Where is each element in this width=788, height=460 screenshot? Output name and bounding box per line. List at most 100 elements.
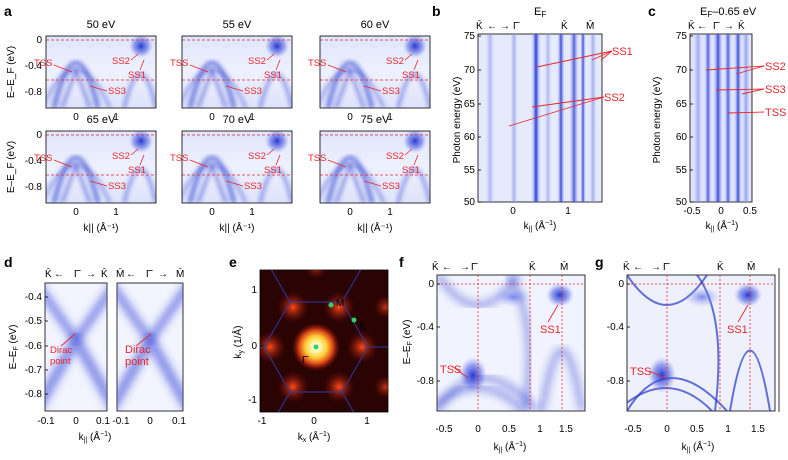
f-xtick-3: 1 (537, 424, 543, 435)
svg-text:→: → (460, 262, 470, 273)
band (539, 347, 585, 411)
c-xtick-2: 0.5 (743, 206, 757, 217)
intensity-stripe (713, 34, 723, 202)
band-cone (60, 66, 92, 108)
ytick-label: 50 (464, 197, 476, 208)
panel-label-e: e (229, 254, 237, 270)
label-ss3: SS3 (244, 181, 262, 192)
svg-text:←: ← (697, 21, 707, 32)
svg-text:←: ← (54, 269, 64, 280)
panel-d-ylabel: E–EF (eV) (8, 325, 20, 370)
f-xtick-4: 1.5 (559, 424, 573, 435)
fs-pocket (323, 370, 355, 403)
panel-g-yaxis: 0 -0.4 -0.8 (607, 279, 630, 387)
ytick-label: 0 (251, 341, 257, 352)
band-ss2 (122, 167, 156, 203)
panel-b: EF K̄ ← → Γ̄ K̄ M̄ SS1 SS2 757065605550 … (452, 6, 633, 233)
b-xtick-1: 1 (565, 206, 571, 217)
panel-c-yaxis: 75 70 65 60 55 50 (676, 31, 693, 208)
lower-cone (117, 328, 183, 410)
intensity-stripe (724, 34, 732, 202)
band-tss (51, 60, 101, 108)
g-xtick-3: 1 (725, 424, 731, 435)
panel-a-xtick: 1 (387, 207, 393, 218)
intensity-stripe (569, 34, 579, 202)
ytick-label: -0.4 (417, 322, 435, 333)
panel-c: EF–0.65 eV K̄ ← Γ̄ → K̄ SS2 SS3 TSS 75 70… (652, 6, 786, 233)
intensity-stripe (510, 34, 518, 202)
intensity-stripe (580, 34, 586, 202)
panel-a-frame (181, 130, 293, 204)
d-xtick-4: 0 (147, 416, 153, 427)
panel-d-dirac-cones (45, 285, 183, 410)
svg-text:→: → (724, 21, 734, 32)
label-ss3: SS3 (244, 86, 262, 97)
band-tss (187, 155, 237, 203)
panel-a-subplot-title: 55 eV (223, 19, 252, 31)
panel-label-d: d (4, 254, 13, 270)
ytick-label: -0.8 (417, 376, 435, 387)
dirac-cone-2 (117, 285, 183, 410)
ytick-label: -0.5 (25, 316, 43, 327)
band (696, 275, 720, 411)
label-ss2: SS2 (386, 151, 404, 162)
band-tss (325, 155, 375, 203)
svg-text:←: ← (126, 269, 136, 280)
d-top-m1: M̄ (116, 267, 124, 280)
panel-a-xtick: 0 (73, 207, 79, 218)
e-xtick-2: 1 (364, 416, 370, 427)
label-ss1: SS1 (128, 70, 146, 81)
panel-g-bands (627, 275, 775, 411)
g-top-k1: K̄ (623, 260, 630, 273)
band-tss (51, 155, 101, 203)
intensity-stripe (693, 34, 703, 202)
label-ss2: SS2 (386, 56, 404, 67)
e-gamma-point (313, 344, 319, 350)
tss-intensity (459, 357, 487, 393)
svg-text:→: → (86, 269, 96, 280)
d-xtick-0: -0.1 (37, 416, 55, 427)
ytick-label: 65 (464, 99, 476, 110)
f-annotation-tss: TSS (440, 364, 461, 376)
c-annotation-ss3: SS3 (765, 84, 786, 96)
c-top-gamma: Γ̄ (713, 21, 721, 32)
f-top-gamma: Γ̄ (471, 262, 479, 273)
band-ss1 (265, 131, 289, 153)
panel-e-ylabel: ky (1/Å) (231, 326, 245, 359)
label-tss: TSS (308, 58, 326, 69)
g-xtick-1: 0 (664, 424, 670, 435)
d-right-annotation: Dirac point (125, 344, 151, 368)
e-m-label: M̄ (336, 296, 344, 309)
panel-c-title: EF–0.65 eV (700, 6, 757, 19)
ytick-label: 0 (428, 279, 434, 290)
ytick-label: -1 (248, 395, 257, 406)
f-top-k1: K̄ (432, 260, 439, 273)
band-ss1 (265, 36, 289, 58)
label-tss: TSS (170, 153, 188, 164)
f-top-m: M̄ (560, 260, 568, 273)
label-tss: TSS (34, 153, 52, 164)
band-tss (325, 60, 375, 108)
label-tss: TSS (34, 58, 52, 69)
panel-f: K̄ ← → Γ̄ K̄ M̄ TSS SS1 0 -0.4 -0.8 E–EF (… (402, 260, 586, 454)
fs-pocket (277, 291, 309, 324)
ytick-label: 75 (464, 31, 476, 42)
panel-a-subplot-title: 75 eV (361, 114, 390, 126)
panel-d-yaxis: -0.4 -0.5 -0.6 -0.7 -0.8 (25, 292, 48, 400)
panel-e: Γ̄ M̄ K̄ 1 0 -1 ky (1/Å) -1 0 1 kx (Å−1) (231, 269, 389, 444)
g-xtick-4: 1.5 (751, 424, 765, 435)
panel-a-xtick: 0 (347, 207, 353, 218)
e-xtick-0: -1 (258, 416, 267, 427)
ytick-label: 65 (676, 99, 688, 110)
band-ss2 (122, 72, 156, 108)
b-top-m: M̄ (586, 19, 594, 32)
label-ss1: SS1 (264, 165, 282, 176)
fs-pocket (323, 291, 355, 324)
ytick-label: 50 (676, 197, 688, 208)
e-k-label: K̄ (359, 320, 366, 333)
panel-c-annotations: SS2 SS3 TSS (705, 61, 786, 119)
e-k-point (351, 317, 357, 323)
panel-d-xlabel: k|| (Å−1) (79, 430, 112, 444)
